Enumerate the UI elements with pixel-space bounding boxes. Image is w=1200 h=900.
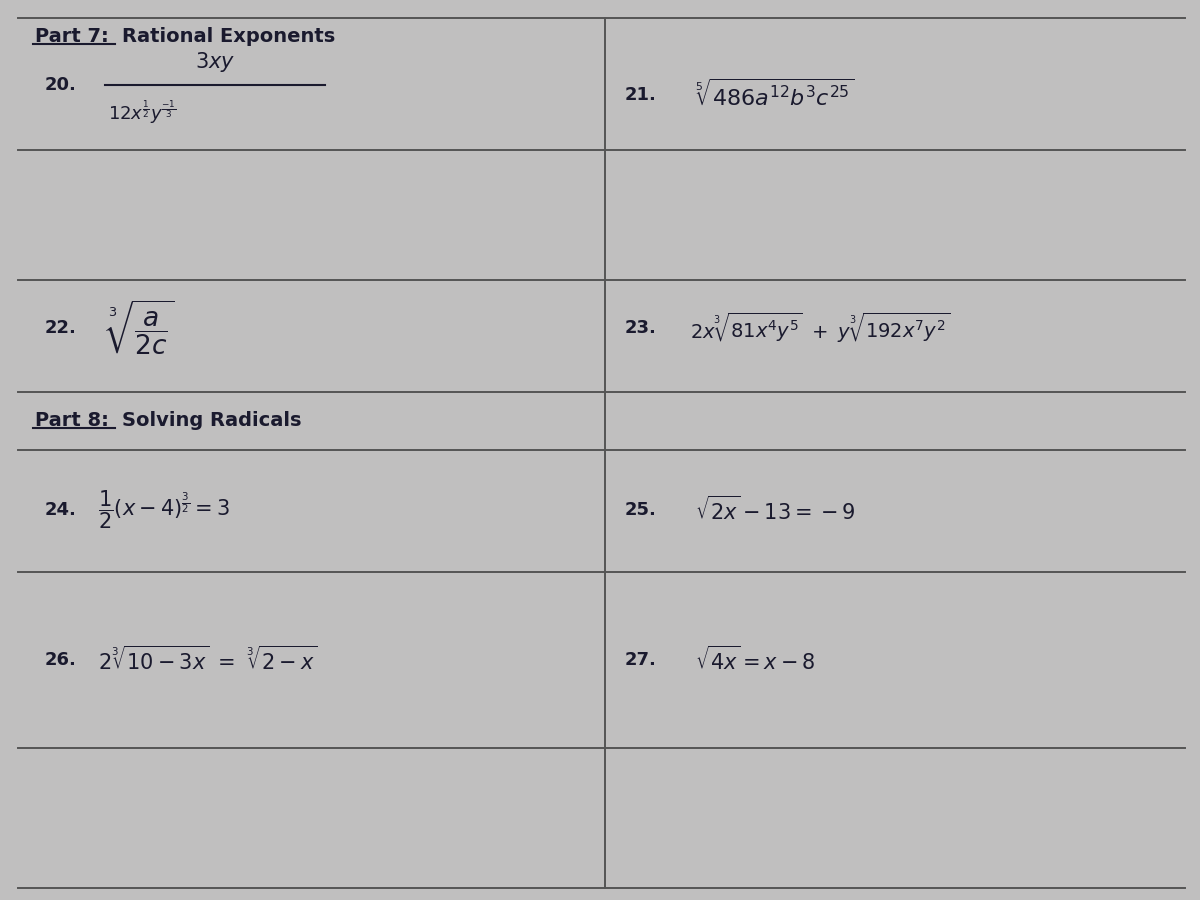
- Text: $12x^{\frac{1}{2}}y^{\frac{-1}{3}}$: $12x^{\frac{1}{2}}y^{\frac{-1}{3}}$: [108, 98, 176, 126]
- Text: 25.: 25.: [625, 501, 656, 519]
- Text: 22.: 22.: [46, 319, 77, 337]
- Text: Solving Radicals: Solving Radicals: [122, 410, 301, 429]
- Text: $3xy$: $3xy$: [194, 50, 235, 74]
- Text: $\sqrt{2x} - 13 = -9$: $\sqrt{2x} - 13 = -9$: [695, 496, 856, 524]
- Text: $\sqrt[5]{486a^{12}b^{3}c^{25}}$: $\sqrt[5]{486a^{12}b^{3}c^{25}}$: [695, 79, 854, 111]
- Text: $\sqrt[3]{\dfrac{a}{2c}}$: $\sqrt[3]{\dfrac{a}{2c}}$: [106, 299, 174, 357]
- Text: Rational Exponents: Rational Exponents: [122, 26, 335, 46]
- Text: 26.: 26.: [46, 651, 77, 669]
- Text: 21.: 21.: [625, 86, 656, 104]
- Text: 23.: 23.: [625, 319, 656, 337]
- Text: 20.: 20.: [46, 76, 77, 94]
- Text: 24.: 24.: [46, 501, 77, 519]
- Text: $\sqrt{4x} = x - 8$: $\sqrt{4x} = x - 8$: [695, 646, 816, 674]
- Text: $2\sqrt[3]{10-3x}\ =\ \sqrt[3]{2-x}$: $2\sqrt[3]{10-3x}\ =\ \sqrt[3]{2-x}$: [98, 646, 317, 674]
- Text: $\dfrac{1}{2}(x-4)^{\frac{3}{2}} = 3$: $\dfrac{1}{2}(x-4)^{\frac{3}{2}} = 3$: [98, 489, 230, 531]
- Text: Part 8:: Part 8:: [35, 410, 109, 429]
- Text: Part 7:: Part 7:: [35, 26, 109, 46]
- Text: 27.: 27.: [625, 651, 656, 669]
- Text: $2x\sqrt[3]{81x^{4}y^{5}}\ +\ y\sqrt[3]{192x^{7}y^{2}}$: $2x\sqrt[3]{81x^{4}y^{5}}\ +\ y\sqrt[3]{…: [690, 310, 950, 345]
